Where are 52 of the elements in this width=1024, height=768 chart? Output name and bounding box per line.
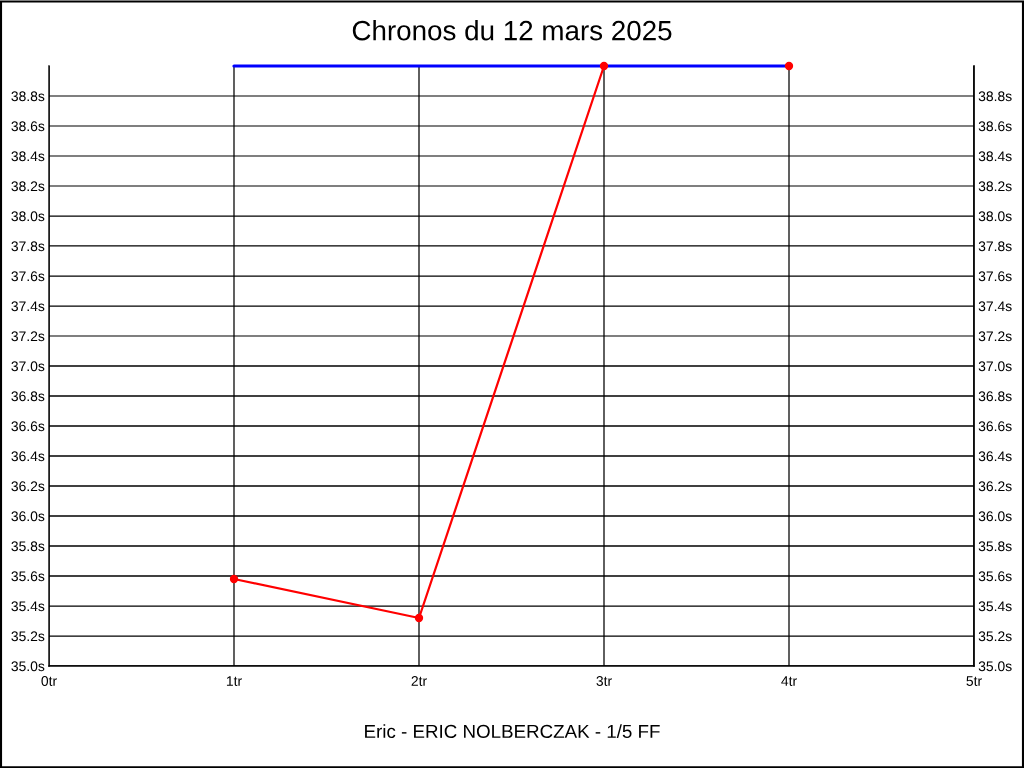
y-tick-label: 38.0s: [11, 211, 45, 222]
y-tick-label: 38.6s: [11, 121, 45, 132]
y2-tick-label: 36.4s: [978, 451, 1012, 462]
y2-tick-label: 38.6s: [978, 121, 1012, 132]
y-tick-label: 35.2s: [11, 631, 45, 642]
y2-tick-label: 35.6s: [978, 571, 1012, 582]
x-tick-label: 1tr: [226, 676, 242, 686]
x-tick-label: 2tr: [411, 676, 427, 686]
y-tick-label: 36.8s: [11, 391, 45, 402]
y-tick-label: 35.6s: [11, 571, 45, 582]
y-tick-label: 36.4s: [11, 451, 45, 462]
y-tick-label: 36.2s: [11, 481, 45, 492]
y2-tick-label: 36.0s: [978, 511, 1012, 522]
point: [784, 61, 794, 71]
y2-tick-label: 37.6s: [978, 271, 1012, 282]
y2-tick-label: 36.8s: [978, 391, 1012, 402]
y-tick-label: 35.8s: [11, 541, 45, 552]
y-tick-label: 37.2s: [11, 331, 45, 342]
point: [414, 613, 424, 623]
x-tick-label: 5tr: [966, 676, 982, 686]
y2-tick-label: 35.8s: [978, 541, 1012, 552]
y2-tick-label: 37.4s: [978, 301, 1012, 312]
x-tick-label: 0tr: [41, 676, 57, 686]
y-tick-label: 38.2s: [11, 181, 45, 192]
chart-title: Chronos du 12 mars 2025: [352, 20, 672, 41]
point: [229, 574, 239, 584]
y2-tick-label: 35.0s: [978, 661, 1012, 672]
y-tick-label: 35.0s: [11, 661, 45, 672]
y2-tick-label: 38.8s: [978, 91, 1012, 102]
y2-tick-label: 37.8s: [978, 241, 1012, 252]
y-tick-label: 36.0s: [11, 511, 45, 522]
x-tick-label: 4tr: [781, 676, 797, 686]
y2-tick-label: 35.4s: [978, 601, 1012, 612]
y2-tick-label: 38.0s: [978, 211, 1012, 222]
y-tick-label: 37.6s: [11, 271, 45, 282]
y-tick-label: 37.0s: [11, 361, 45, 372]
y-tick-label: 37.8s: [11, 241, 45, 252]
y-tick-label: 36.6s: [11, 421, 45, 432]
y2-tick-label: 37.2s: [978, 331, 1012, 342]
y2-tick-label: 38.2s: [978, 181, 1012, 192]
y-tick-label: 38.4s: [11, 151, 45, 162]
y-tick-label: 38.8s: [11, 91, 45, 102]
y-tick-label: 35.4s: [11, 601, 45, 612]
y2-tick-label: 38.4s: [978, 151, 1012, 162]
y2-tick-label: 36.2s: [978, 481, 1012, 492]
y2-tick-label: 36.6s: [978, 421, 1012, 432]
y2-tick-label: 37.0s: [978, 361, 1012, 372]
x-axis-title: Eric - ERIC NOLBERCZAK - 1/5 FF: [365, 724, 660, 739]
x-tick-label: 3tr: [596, 676, 612, 686]
point: [599, 61, 609, 71]
y2-tick-label: 35.2s: [978, 631, 1012, 642]
y-tick-label: 37.4s: [11, 301, 45, 312]
